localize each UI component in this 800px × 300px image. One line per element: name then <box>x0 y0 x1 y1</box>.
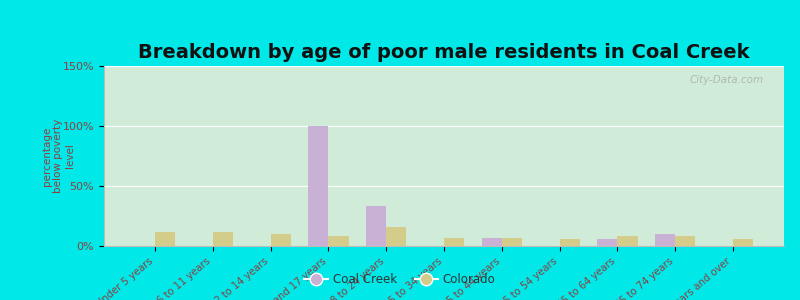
Bar <box>308 126 329 246</box>
Bar <box>559 239 580 246</box>
Bar <box>329 236 349 246</box>
Legend: Coal Creek, Colorado: Coal Creek, Colorado <box>300 269 500 291</box>
Bar <box>502 238 522 246</box>
Bar <box>444 238 464 246</box>
Bar <box>482 238 502 246</box>
Bar <box>155 232 175 246</box>
Text: City-Data.com: City-Data.com <box>690 75 763 85</box>
Y-axis label: percentage
below poverty
level: percentage below poverty level <box>42 119 75 193</box>
Bar <box>386 227 406 246</box>
Bar <box>655 234 675 246</box>
Bar <box>675 236 695 246</box>
Bar <box>597 239 618 246</box>
Bar <box>270 234 291 246</box>
Bar <box>733 239 753 246</box>
Bar <box>366 206 386 246</box>
Bar <box>213 232 233 246</box>
Bar <box>618 236 638 246</box>
Title: Breakdown by age of poor male residents in Coal Creek: Breakdown by age of poor male residents … <box>138 43 750 62</box>
